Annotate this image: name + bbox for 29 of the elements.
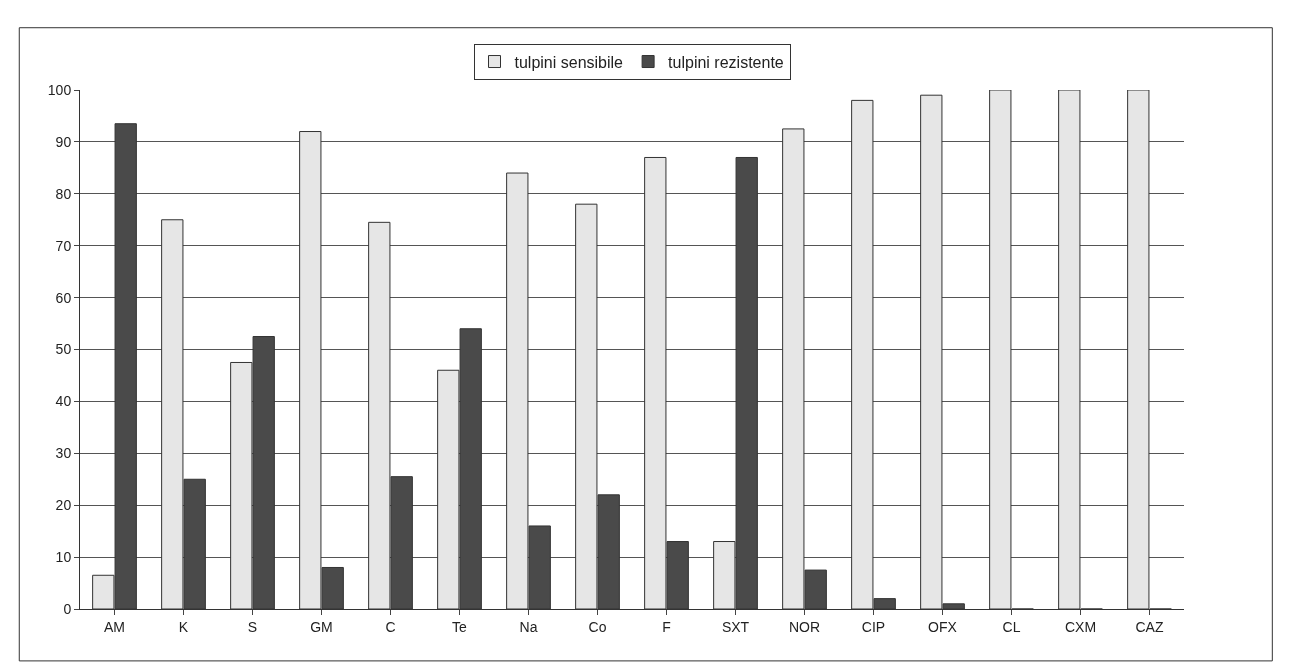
x-tick-label: Te (452, 618, 468, 635)
y-tick-label: 10 (55, 549, 72, 565)
y-tick-label: 100 (47, 81, 72, 98)
x-tick-label: F (662, 618, 671, 635)
x-tick-label: CAZ (1135, 618, 1164, 635)
y-tick-label: 80 (55, 185, 72, 202)
y-tick-label: 70 (55, 237, 72, 254)
y-tick-label: 90 (55, 133, 72, 150)
x-tick-label: GM (310, 618, 333, 635)
x-tick-label: SXT (721, 618, 750, 635)
x-tick-label: AM (104, 618, 125, 635)
x-tick-label: CXM (1064, 618, 1097, 635)
x-tick-label: OFX (928, 618, 958, 635)
y-tick-label: 40 (55, 393, 72, 410)
x-tick-label: C (385, 618, 396, 635)
y-tick-label: 50 (55, 341, 72, 358)
y-tick-label: 30 (55, 445, 72, 462)
y-tick-label: 20 (55, 497, 72, 514)
x-tick-label: Co (588, 618, 607, 635)
x-tick-label: CIP (861, 618, 886, 635)
x-tick-label: K (178, 618, 189, 635)
legend-label: tulpini rezistente (668, 53, 784, 71)
x-tick-label: NOR (788, 618, 821, 635)
x-tick-label: Na (519, 618, 538, 635)
y-tick-label: 60 (55, 289, 72, 306)
y-tick-label: 0 (63, 600, 72, 617)
legend-label: tulpini sensibile (514, 53, 624, 71)
x-tick-label: S (247, 618, 258, 635)
x-tick-label: CL (1002, 618, 1021, 635)
